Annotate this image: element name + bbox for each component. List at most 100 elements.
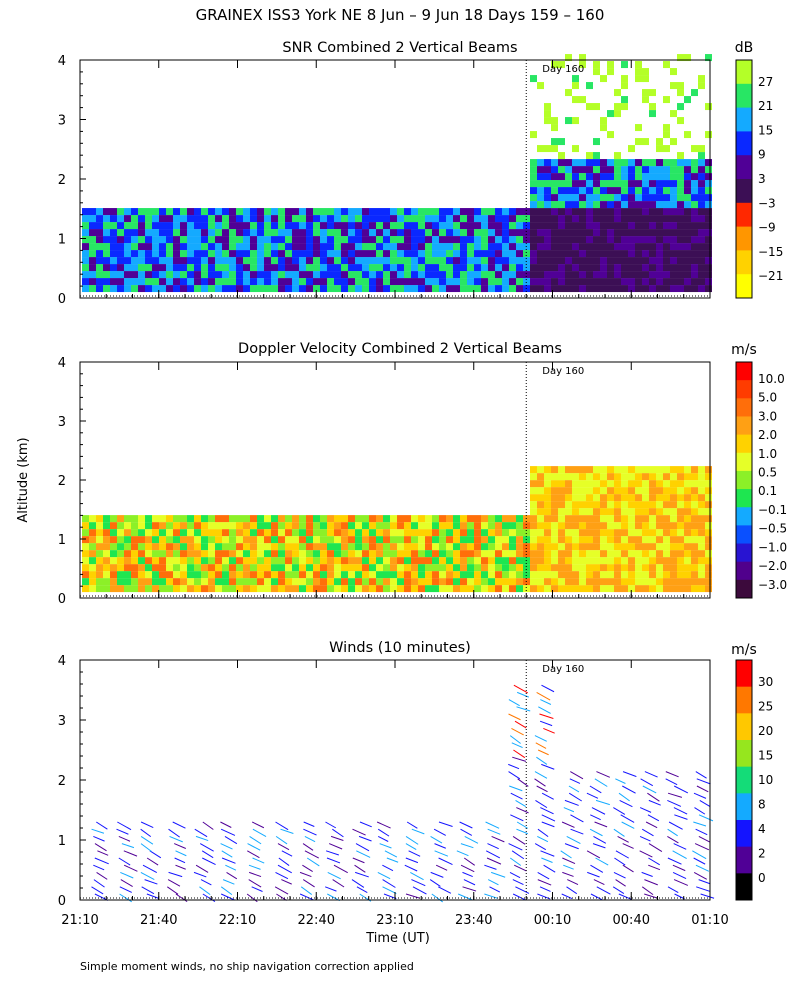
heatmap-cell [635, 215, 642, 223]
heatmap-cell [173, 285, 180, 293]
heatmap-cell [215, 515, 222, 523]
wind-barb [358, 835, 372, 842]
heatmap-cell [698, 222, 705, 230]
heatmap-cell [544, 208, 551, 216]
heatmap-cell [208, 515, 215, 523]
heatmap-cell [89, 229, 96, 237]
wind-barb [299, 871, 312, 878]
heatmap-cell [180, 536, 187, 544]
heatmap-cell [642, 571, 649, 579]
heatmap-cell [243, 564, 250, 572]
heatmap-cell [138, 557, 145, 565]
heatmap-cell [131, 536, 138, 544]
heatmap-cell [691, 264, 698, 272]
heatmap-cell [194, 208, 201, 216]
wind-barb [434, 850, 449, 857]
panel-winds-colorbar-unit: m/s [731, 642, 757, 658]
heatmap-cell [166, 585, 173, 593]
y-tick-label: 2 [58, 774, 66, 789]
heatmap-cell [593, 550, 600, 558]
heatmap-cell [705, 243, 712, 251]
heatmap-cell [313, 522, 320, 530]
heatmap-cell [705, 131, 712, 139]
heatmap-cell [208, 564, 215, 572]
heatmap-cell [600, 75, 607, 83]
heatmap-cell [551, 173, 558, 181]
heatmap-cell [495, 578, 502, 586]
heatmap-cell [110, 564, 117, 572]
heatmap-cell [432, 215, 439, 223]
heatmap-cell [558, 536, 565, 544]
heatmap-cell [306, 564, 313, 572]
heatmap-cell [614, 571, 621, 579]
wind-barb [96, 871, 108, 880]
heatmap-cell [138, 536, 145, 544]
wind-barb [586, 792, 599, 799]
heatmap-cell [299, 278, 306, 286]
heatmap-cell [89, 585, 96, 593]
heatmap-cell [376, 215, 383, 223]
heatmap-cell [495, 257, 502, 265]
heatmap-cell [187, 229, 194, 237]
heatmap-cell [663, 557, 670, 565]
heatmap-cell [698, 285, 705, 293]
heatmap-cell [509, 564, 516, 572]
heatmap-cell [579, 187, 586, 195]
wind-barb [487, 879, 499, 886]
heatmap-cell [572, 543, 579, 551]
heatmap-cell [698, 578, 705, 586]
heatmap-cell [117, 522, 124, 530]
heatmap-cell [418, 529, 425, 537]
wind-barb [622, 771, 637, 778]
y-tick-label: 1 [58, 233, 66, 248]
heatmap-cell [173, 222, 180, 230]
heatmap-cell [551, 480, 558, 488]
heatmap-cell [145, 250, 152, 258]
heatmap-cell [635, 487, 642, 495]
heatmap-cell [600, 487, 607, 495]
colorbar-label: 0 [758, 871, 766, 885]
heatmap-cell [593, 257, 600, 265]
heatmap-cell [215, 208, 222, 216]
heatmap-cell [460, 578, 467, 586]
heatmap-cell [145, 522, 152, 530]
heatmap-cell [138, 564, 145, 572]
heatmap-cell [474, 271, 481, 279]
heatmap-cell [82, 515, 89, 523]
heatmap-cell [467, 229, 474, 237]
heatmap-cell [705, 208, 712, 216]
heatmap-cell [257, 550, 264, 558]
heatmap-cell [698, 201, 705, 209]
heatmap-cell [145, 278, 152, 286]
heatmap-cell [411, 578, 418, 586]
heatmap-cell [551, 473, 558, 481]
heatmap-cell [446, 271, 453, 279]
heatmap-cell [425, 578, 432, 586]
wind-barb [332, 879, 345, 888]
wind-barb [142, 864, 158, 874]
heatmap-cell [82, 285, 89, 293]
heatmap-cell [229, 585, 236, 593]
heatmap-cell [159, 515, 166, 523]
heatmap-cell [607, 571, 614, 579]
wind-barb [327, 871, 341, 880]
heatmap-cell [544, 466, 551, 474]
heatmap-cell [103, 264, 110, 272]
heatmap-cell [586, 271, 593, 279]
heatmap-cell [460, 536, 467, 544]
colorbar-label: −3 [758, 196, 776, 210]
heatmap-cell [649, 271, 656, 279]
heatmap-cell [292, 529, 299, 537]
heatmap-cell [642, 173, 649, 181]
heatmap-cell [642, 550, 649, 558]
heatmap-cell [208, 250, 215, 258]
heatmap-cell [145, 243, 152, 251]
heatmap-cell [705, 285, 712, 293]
heatmap-cell [607, 564, 614, 572]
heatmap-cell [565, 550, 572, 558]
wind-barb [673, 807, 688, 815]
wind-barb [220, 828, 236, 836]
heatmap-cell [607, 536, 614, 544]
heatmap-cell [600, 257, 607, 265]
colorbar-swatch [736, 131, 752, 156]
